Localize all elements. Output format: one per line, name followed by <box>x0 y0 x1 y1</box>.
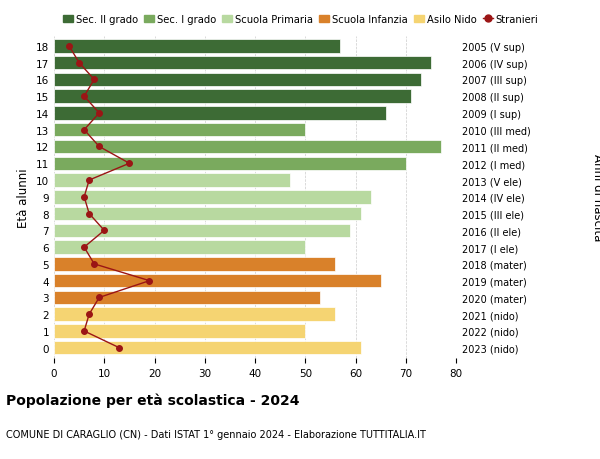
Bar <box>54 257 335 271</box>
Bar <box>54 57 431 70</box>
Bar <box>54 107 386 120</box>
Bar <box>54 207 361 221</box>
Bar <box>54 274 380 288</box>
Text: Anni di nascita: Anni di nascita <box>590 154 600 241</box>
Bar <box>54 224 350 238</box>
Text: Popolazione per età scolastica - 2024: Popolazione per età scolastica - 2024 <box>6 392 299 407</box>
Bar <box>54 124 305 137</box>
Bar <box>54 174 290 187</box>
Legend: Sec. II grado, Sec. I grado, Scuola Primaria, Scuola Infanzia, Asilo Nido, Stran: Sec. II grado, Sec. I grado, Scuola Prim… <box>59 11 542 28</box>
Bar <box>54 308 335 321</box>
Text: COMUNE DI CARAGLIO (CN) - Dati ISTAT 1° gennaio 2024 - Elaborazione TUTTITALIA.I: COMUNE DI CARAGLIO (CN) - Dati ISTAT 1° … <box>6 429 426 439</box>
Bar <box>54 341 361 355</box>
Bar <box>54 190 371 204</box>
Bar <box>54 241 305 254</box>
Bar <box>54 90 411 104</box>
Bar <box>54 140 441 154</box>
Bar <box>54 157 406 171</box>
Bar <box>54 325 305 338</box>
Bar <box>54 73 421 87</box>
Bar <box>54 291 320 304</box>
Y-axis label: Età alunni: Età alunni <box>17 168 31 227</box>
Bar <box>54 40 340 53</box>
